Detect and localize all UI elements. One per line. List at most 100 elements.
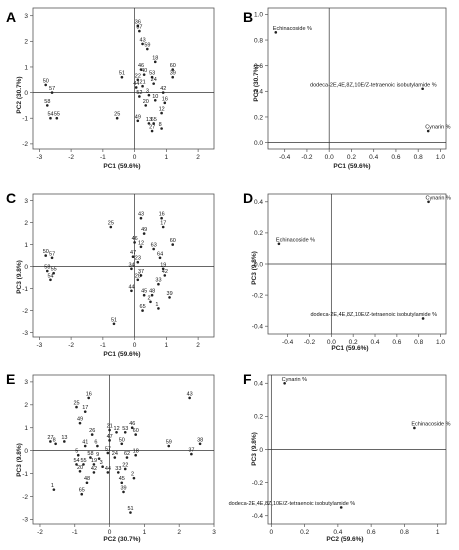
point-label: 13 — [61, 435, 67, 441]
data-point — [339, 506, 343, 509]
point-label: 24 — [112, 451, 118, 457]
data-point — [113, 456, 117, 459]
data-point — [52, 271, 55, 275]
point-label: 2 — [147, 295, 150, 301]
y-tick-label: 0.8 — [254, 37, 263, 44]
data-point — [97, 457, 101, 460]
data-point — [87, 396, 90, 400]
point-label: 33 — [155, 278, 161, 284]
point-label: 33 — [115, 466, 121, 472]
x-tick-label: 2 — [177, 529, 181, 536]
data-point — [123, 431, 127, 434]
point-label: 20 — [143, 99, 149, 105]
data-point — [158, 256, 162, 260]
point-label: 1 — [155, 302, 158, 308]
x-tick-label: 1 — [143, 529, 147, 536]
y-tick-label: -2 — [22, 308, 28, 315]
data-point — [171, 75, 175, 79]
point-label: 55 — [54, 112, 60, 118]
point-label: 37 — [138, 269, 144, 275]
x-tick-label: 0.2 — [300, 529, 309, 536]
x-tick-label: 3 — [212, 529, 216, 536]
point-label: 2 — [131, 472, 134, 478]
point-label: 27 — [47, 435, 53, 441]
panel-letter: E — [6, 371, 15, 387]
y-tick-label: 1.0 — [254, 12, 263, 19]
data-point — [142, 73, 146, 76]
data-point — [139, 216, 143, 220]
point-label: 58 — [44, 265, 50, 271]
data-point — [413, 426, 416, 430]
y-tick-label: -0.2 — [252, 480, 264, 487]
data-point — [168, 296, 171, 299]
data-point — [283, 381, 286, 385]
data-point — [82, 463, 85, 466]
panel-a: A PC2 (30.7%) PC1 (59.6%) -3 -2 -1 0 1 2-2-10… — [6, 7, 215, 170]
x-tick-label: 0.0 — [325, 154, 334, 161]
x-axis-label: PC1 (59.6%) — [331, 345, 368, 352]
x-tick-label: -3 — [36, 154, 42, 161]
point-label: 8 — [159, 122, 162, 128]
data-point — [54, 442, 57, 446]
data-point — [136, 278, 140, 282]
data-point — [50, 256, 54, 260]
point-label: 13 — [146, 117, 152, 123]
y-tick-label: -1 — [22, 286, 28, 293]
y-tick-label: -1 — [22, 116, 28, 123]
point-label: 17 — [82, 405, 88, 411]
x-tick-label: 2 — [196, 154, 200, 161]
point-label: 17 — [160, 221, 166, 227]
y-tick-label: 1 — [24, 425, 28, 432]
data-point — [138, 29, 141, 33]
point-label: 46 — [132, 236, 138, 242]
x-tick-label: 0.6 — [392, 339, 401, 346]
data-point — [163, 101, 167, 105]
y-tick-label: 0.0 — [254, 261, 263, 268]
data-point — [188, 396, 191, 400]
x-tick-label: 1 — [165, 154, 169, 161]
x-tick-label: -3 — [36, 342, 42, 349]
y-tick-label: 0.2 — [254, 414, 263, 421]
point-label: 49 — [135, 114, 141, 120]
y-tick-label: -1 — [22, 471, 28, 478]
data-point — [150, 75, 154, 79]
x-tick-label: 0.8 — [414, 154, 423, 161]
x-axis-label: PC1 (59.6%) — [103, 351, 140, 358]
y-tick-label: 2 — [24, 220, 28, 227]
data-point — [161, 91, 165, 94]
y-tick-label: -0.2 — [252, 292, 264, 299]
y-tick-label: 0.6 — [254, 63, 263, 70]
data-point — [190, 452, 193, 456]
y-tick-label: 3 — [24, 13, 28, 20]
plot-frame — [32, 193, 215, 338]
data-point — [160, 216, 163, 220]
point-label: 49 — [141, 227, 147, 233]
x-tick-label: 0.2 — [349, 339, 358, 346]
data-point — [421, 87, 424, 91]
x-tick-label: 0.4 — [369, 154, 378, 161]
data-point — [150, 293, 154, 297]
y-tick-label: 0.0 — [254, 140, 263, 147]
data-point — [150, 129, 154, 133]
x-axis-label: PC2 (30.7%) — [103, 536, 140, 543]
data-point — [136, 24, 140, 28]
panel-e: E PC3 (9.8%) PC2 (30.7%) -2 -1 0 1 2 3-3-2-10… — [6, 371, 216, 543]
point-label: 39 — [121, 485, 127, 491]
y-tick-label: 0.2 — [254, 230, 263, 237]
data-point — [161, 267, 165, 271]
point-label: 62 — [124, 451, 130, 457]
point-label: 8 — [53, 437, 56, 443]
data-point — [152, 122, 155, 125]
data-point — [171, 243, 175, 246]
data-point — [274, 31, 278, 34]
panel-b: B PC2 (30.7%) PC1 (59.6%) -0.4 -0.2 0.0 0.2… — [243, 7, 451, 170]
point-label: 55 — [80, 458, 86, 464]
point-label: 65 — [79, 488, 85, 494]
data-point — [427, 200, 430, 204]
data-point — [131, 255, 135, 258]
data-point — [426, 129, 430, 133]
data-point — [153, 98, 157, 102]
panel-c: C PC3 (9.8%) PC1 (59.6%) -3 -2 -1 0 1 2-3-2-1… — [6, 190, 215, 358]
data-point — [146, 47, 149, 51]
data-point — [78, 469, 82, 473]
